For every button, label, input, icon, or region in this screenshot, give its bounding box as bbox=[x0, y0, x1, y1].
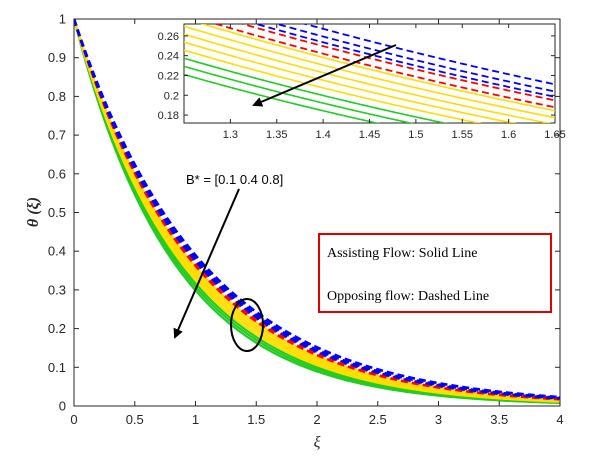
x-tick-label: 0.5 bbox=[126, 412, 144, 427]
main-series-line bbox=[74, 19, 560, 399]
legend-assisting-text: Assisting Flow: Solid Line bbox=[327, 246, 478, 261]
inset-series-line bbox=[273, 24, 555, 93]
inset-series-line bbox=[184, 65, 414, 123]
inset-series-line bbox=[184, 41, 517, 123]
x-tick-label: 1 bbox=[192, 412, 199, 427]
inset-series-line bbox=[184, 49, 483, 123]
y-tick-label: 1 bbox=[59, 12, 66, 27]
x-tick-label: 2.5 bbox=[369, 412, 387, 427]
x-tick-label: 0 bbox=[70, 412, 77, 427]
zoom-region-ellipse bbox=[230, 298, 264, 352]
inset-x-tick-label: 1.55 bbox=[452, 129, 473, 141]
inset-series-line bbox=[184, 25, 555, 119]
inset-series-line bbox=[184, 57, 448, 123]
parameter-arrow bbox=[173, 188, 240, 339]
legend-opposing-text: Opposing flow: Dashed Line bbox=[327, 289, 489, 304]
inset-x-ticks: 1.3 1.35 1.4 1.45 1.5 1.55 1.6 1.65 bbox=[223, 24, 566, 141]
main-x-ticks: 0 0.5 1 1.5 2 2.5 3 3.5 4 bbox=[70, 19, 564, 427]
main-y-ticks: 0 0.1 0.2 0.3 0.4 0.5 0.6 0.7 0.8 0.9 1 bbox=[48, 12, 560, 414]
inset-y-ticks: 0.18 0.2 0.22 0.24 0.26 bbox=[158, 31, 555, 122]
inset-series-line bbox=[301, 24, 555, 86]
y-tick-label: 0.4 bbox=[48, 244, 66, 259]
x-tick-label: 3.5 bbox=[490, 412, 508, 427]
inset-series-line bbox=[239, 24, 555, 102]
inset-x-tick-label: 1.3 bbox=[223, 129, 238, 141]
y-tick-label: 0.9 bbox=[48, 50, 66, 65]
main-series-line bbox=[74, 19, 560, 400]
inset-x-tick-label: 1.5 bbox=[408, 129, 423, 141]
legend-box bbox=[318, 233, 552, 313]
x-axis-label: ξ bbox=[314, 434, 321, 451]
inset-series-line bbox=[213, 24, 555, 109]
inset-x-tick-label: 1.65 bbox=[544, 129, 565, 141]
y-tick-label: 0.3 bbox=[48, 282, 66, 297]
inset-arrow bbox=[252, 44, 397, 107]
inset-series-line bbox=[253, 24, 555, 98]
y-tick-label: 0.7 bbox=[48, 128, 66, 143]
inset-x-tick-label: 1.4 bbox=[315, 129, 330, 141]
inset-y-tick-label: 0.26 bbox=[158, 31, 179, 43]
inset-series-line bbox=[200, 24, 555, 112]
y-axis-label: θ (ξ) bbox=[25, 197, 42, 227]
x-tick-label: 3 bbox=[435, 412, 442, 427]
y-tick-label: 0 bbox=[59, 399, 66, 414]
inset-x-tick-label: 1.6 bbox=[501, 129, 516, 141]
inset-curves bbox=[184, 24, 555, 123]
y-tick-label: 0.2 bbox=[48, 321, 66, 336]
x-tick-label: 2 bbox=[313, 412, 320, 427]
y-tick-label: 0.5 bbox=[48, 205, 66, 220]
inset-x-tick-label: 1.35 bbox=[266, 129, 287, 141]
y-tick-label: 0.1 bbox=[48, 360, 66, 375]
inset-y-tick-label: 0.18 bbox=[158, 110, 179, 122]
y-tick-label: 0.6 bbox=[48, 166, 66, 181]
inset-y-tick-label: 0.24 bbox=[158, 51, 179, 63]
x-tick-label: 1.5 bbox=[247, 412, 265, 427]
y-tick-label: 0.8 bbox=[48, 89, 66, 104]
main-curves bbox=[74, 19, 560, 405]
inset-y-tick-label: 0.2 bbox=[164, 90, 179, 102]
parameter-annotation: B* = [0.1 0.4 0.8] bbox=[186, 172, 283, 187]
inset-series-line bbox=[184, 33, 552, 123]
x-tick-label: 4 bbox=[556, 412, 563, 427]
inset-x-tick-label: 1.45 bbox=[359, 129, 380, 141]
main-series-line bbox=[74, 19, 560, 401]
inset-y-tick-label: 0.22 bbox=[158, 70, 179, 82]
